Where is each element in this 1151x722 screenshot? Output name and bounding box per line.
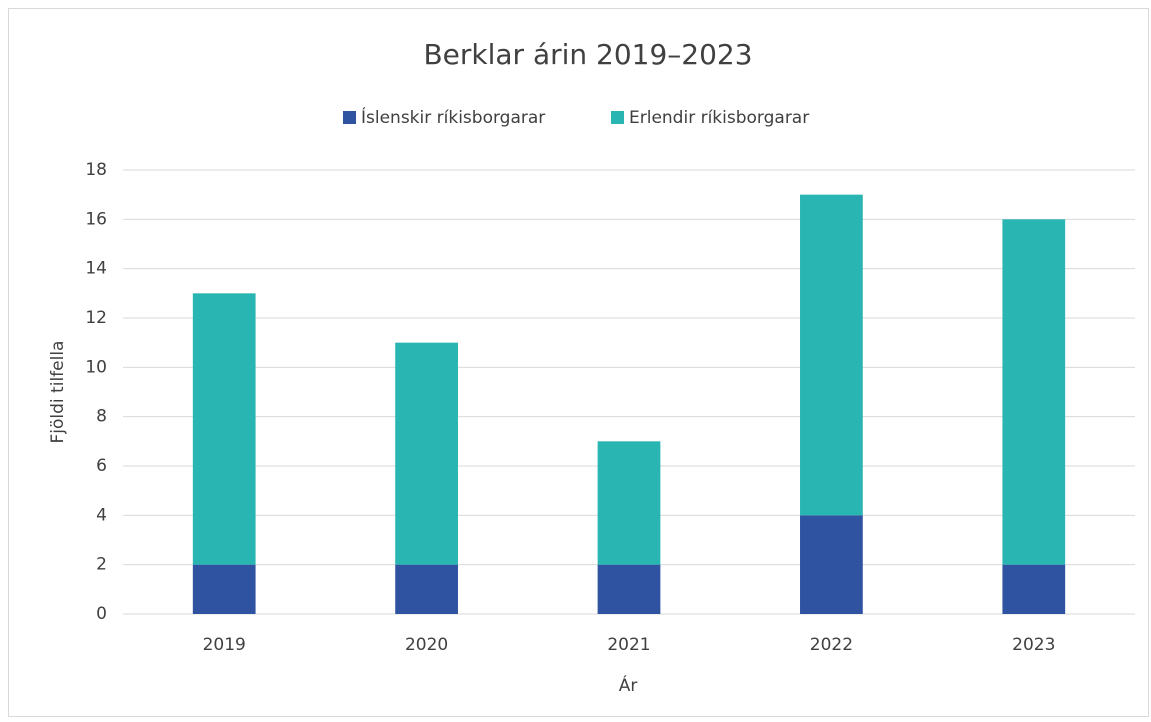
x-axis-label: Ár: [619, 674, 638, 696]
y-tick-label: 4: [96, 505, 107, 525]
x-tick-label: 2020: [405, 635, 448, 655]
bar: [1002, 219, 1066, 565]
bar: [192, 564, 256, 614]
bar: [395, 564, 458, 614]
x-tick-label: 2023: [1012, 635, 1055, 655]
y-tick-label: 6: [96, 456, 107, 476]
y-tick-label: 8: [96, 407, 107, 427]
legend-label: Íslenskir ríkisborgarar: [361, 106, 545, 128]
legend-swatch: [611, 111, 624, 124]
y-tick-label: 12: [85, 308, 107, 328]
chart-border: [8, 8, 1149, 717]
legend-label: Erlendir ríkisborgarar: [629, 108, 809, 128]
x-tick-label: 2022: [810, 635, 853, 655]
x-tick-label: 2021: [607, 635, 650, 655]
x-tick-label: 2019: [203, 635, 246, 655]
y-tick-label: 0: [96, 604, 107, 624]
bar: [800, 515, 863, 614]
bar: [597, 441, 661, 565]
y-axis-label: Fjöldi tilfella: [48, 341, 68, 444]
bar: [1002, 564, 1066, 614]
y-tick-label: 14: [85, 259, 107, 279]
bar: [597, 564, 661, 614]
y-tick-label: 18: [85, 160, 107, 180]
y-tick-label: 16: [85, 209, 107, 229]
bar: [395, 342, 458, 565]
y-tick-label: 10: [85, 357, 107, 377]
legend-swatch: [343, 111, 356, 124]
bar: [192, 293, 256, 565]
chart-title: Berklar árin 2019–2023: [423, 38, 752, 71]
y-tick-label: 2: [96, 555, 107, 575]
bar: [800, 194, 863, 516]
